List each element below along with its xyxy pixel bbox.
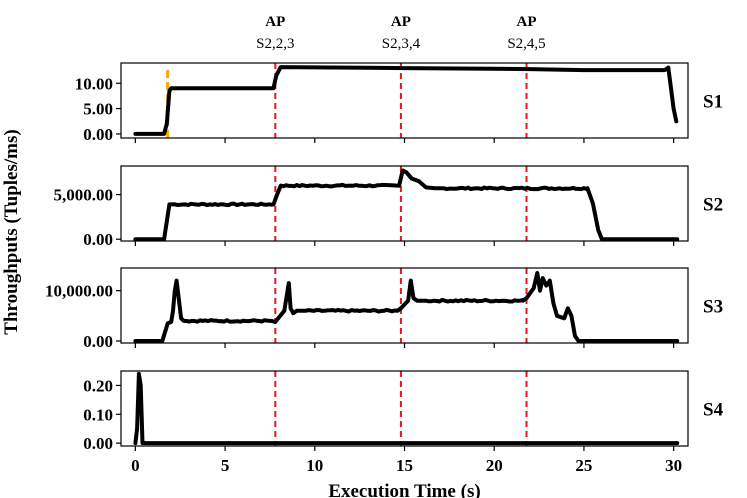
series-line-s4	[133, 371, 680, 446]
ytick-label-s2: 5,000.00	[54, 186, 114, 205]
y-axis-label: Throughputs (Tuples/ms)	[1, 129, 22, 334]
xtick-label: 5	[221, 456, 230, 475]
ytick-label-s4: 0.00	[83, 434, 113, 453]
x-axis-label: Execution Time (s)	[328, 481, 480, 498]
series-line-s3	[133, 271, 680, 343]
xtick-label: 25	[575, 456, 592, 475]
panel-frame-s4	[120, 370, 689, 447]
xtick-label: 30	[665, 456, 682, 475]
ytick-label-s1: 5.00	[83, 100, 113, 119]
ytick-label-s2: 0.00	[83, 230, 113, 249]
panel-label-s4: S4	[703, 400, 724, 421]
ytick-label-s1: 0.00	[83, 125, 113, 144]
ytick-label-s1: 10.00	[75, 74, 113, 93]
ytick-label-s3: 10,000.00	[45, 282, 113, 301]
ap-title-1: AP	[265, 14, 285, 30]
panel-label-s2: S2	[703, 195, 723, 216]
ytick-label-s3: 0.00	[83, 332, 113, 351]
ap-label-2: S2,3,4	[382, 36, 421, 52]
ap-label-3: S2,4,5	[507, 36, 545, 52]
panel-frame-s1	[120, 62, 689, 139]
panel-label-s3: S3	[703, 297, 723, 318]
xtick-label: 0	[131, 456, 140, 475]
ap-label-1: S2,2,3	[256, 36, 294, 52]
xtick-label: 10	[306, 456, 323, 475]
xtick-label: 15	[396, 456, 413, 475]
ytick-label-s4: 0.20	[83, 376, 113, 395]
series-line-s2	[133, 168, 680, 242]
panel-label-s1: S1	[703, 92, 723, 113]
ytick-label-s4: 0.10	[83, 405, 113, 424]
ap-title-3: AP	[517, 14, 537, 30]
ap-title-2: AP	[391, 14, 411, 30]
xtick-label: 20	[486, 456, 503, 475]
series-line-s1	[133, 65, 679, 136]
